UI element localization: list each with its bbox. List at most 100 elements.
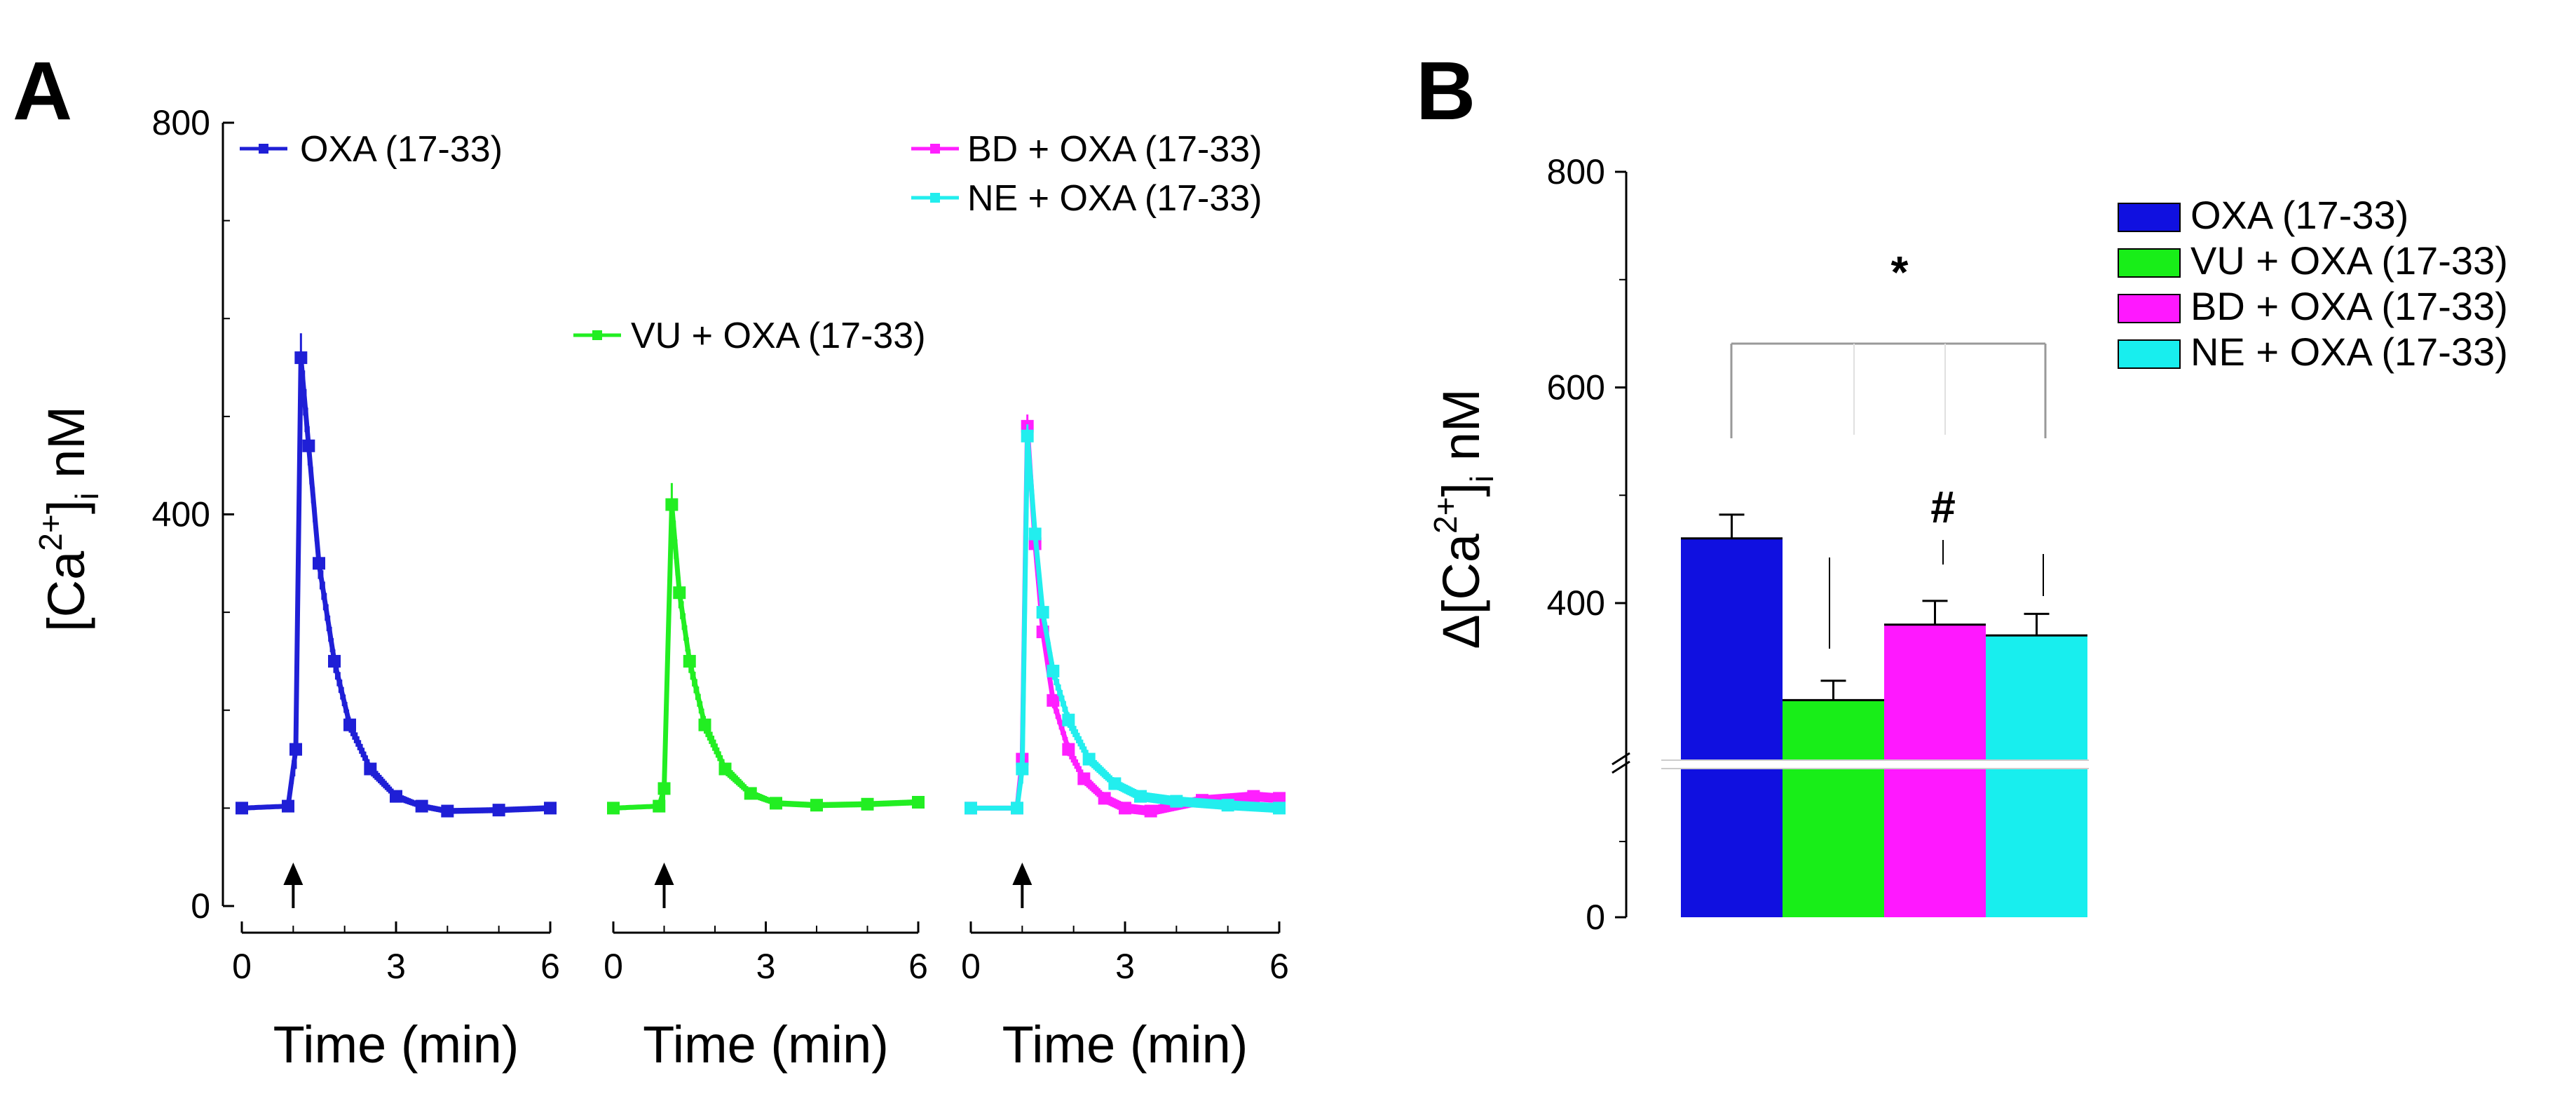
- panel-b-y-ticks: 0 400 600 800: [1547, 152, 1626, 937]
- legend-label: NE + OXA (17-33): [2190, 330, 2508, 374]
- series-point: [1062, 743, 1075, 756]
- panel-a-legend-oxa: OXA (17-33): [240, 129, 503, 170]
- significance-hash: #: [1930, 482, 1956, 532]
- panel-a-legend-vu: VU + OXA (17-33): [573, 316, 926, 356]
- series-point: [1119, 802, 1131, 815]
- panel-a-legend-ne: NE + OXA (17-33): [911, 178, 1262, 219]
- panel-b-significance-bracket: [1730, 342, 2047, 438]
- series-line: [612, 502, 920, 811]
- legend-marker-oxa: [259, 144, 268, 154]
- series-point: [657, 782, 671, 795]
- series-line: [240, 355, 552, 814]
- series-point: [861, 797, 874, 811]
- series-point: [718, 762, 732, 776]
- b-y-tick-label: 400: [1547, 583, 1605, 623]
- series-point: [1021, 429, 1034, 442]
- series-point: [1047, 694, 1060, 707]
- panel-a-subplot-vu: 0 3 6 Time (min): [604, 482, 928, 1074]
- a-x-tick-label: 3: [756, 947, 776, 986]
- a-y-tick-label: 400: [152, 495, 210, 534]
- legend-label-vu: VU + OXA (17-33): [631, 316, 926, 356]
- legend-label-oxa: OXA (17-33): [300, 129, 503, 170]
- series-point: [294, 351, 308, 365]
- series-point: [1221, 799, 1234, 812]
- series-point: [1134, 790, 1147, 803]
- a-y-tick-label: 800: [152, 103, 210, 142]
- a-x-tick-label: 6: [540, 947, 560, 986]
- legend-swatch: [2118, 248, 2181, 278]
- series-point: [653, 799, 666, 813]
- legend-label: BD + OXA (17-33): [2190, 284, 2508, 328]
- a-x-title: Time (min): [643, 1015, 889, 1074]
- series-point: [698, 718, 711, 731]
- series-point: [328, 654, 341, 668]
- series-point: [1036, 606, 1049, 619]
- legend-swatch: [2118, 294, 2181, 323]
- bar: [1783, 700, 1884, 917]
- series-point: [744, 787, 757, 800]
- series-point: [1077, 772, 1091, 785]
- legend-label-bd: BD + OXA (17-33): [967, 129, 1262, 170]
- series-error-bars: [1017, 414, 1281, 816]
- legend-marker-ne: [930, 193, 940, 203]
- series-point: [912, 795, 925, 809]
- series-point: [441, 804, 454, 818]
- series-point: [282, 799, 294, 813]
- series-line: [969, 433, 1281, 811]
- series-point: [1098, 792, 1111, 805]
- panel-a-legend-bd: BD + OXA (17-33): [911, 129, 1262, 170]
- panel-b-label: B: [1416, 45, 1476, 137]
- series-point: [1047, 664, 1060, 677]
- series-point: [1170, 795, 1183, 808]
- series-point: [665, 498, 679, 511]
- legend-label: OXA (17-33): [2190, 193, 2408, 237]
- series-point: [1011, 802, 1023, 815]
- stimulus-arrow-head: [654, 863, 674, 885]
- series-point: [415, 799, 428, 813]
- a-x-tick-label: 0: [961, 947, 981, 986]
- a-x-tick-label: 6: [908, 947, 928, 986]
- series-point: [1062, 713, 1075, 727]
- b-y-tick-label: 0: [1586, 898, 1605, 937]
- a-x-title: Time (min): [273, 1015, 519, 1074]
- b-y-tick-label: 800: [1547, 152, 1605, 191]
- series-point: [1273, 792, 1286, 805]
- panel-a-subplot-bd-ne: 0 3 6 Time (min): [961, 414, 1289, 1074]
- series-point: [607, 802, 620, 815]
- series-point: [1082, 752, 1096, 766]
- panel-b-y-title: Δ[Ca2+]i nM: [1427, 388, 1500, 649]
- legend-marker-vu: [592, 330, 602, 340]
- series-point: [965, 802, 977, 815]
- series-point: [673, 586, 686, 600]
- panel-b-axis-break: [1611, 752, 2089, 774]
- panel-a-subplot-oxa: 0 3 6 Time (min): [232, 333, 560, 1074]
- series-point: [1144, 804, 1157, 818]
- stimulus-arrow-head: [1012, 863, 1033, 885]
- panel-b-bars: [1681, 513, 2087, 917]
- legend-label-ne: NE + OXA (17-33): [967, 178, 1262, 219]
- a-x-tick-label: 3: [1115, 947, 1135, 986]
- panel-a-y-title: [Ca2+]i nM: [32, 406, 105, 632]
- bar: [1986, 635, 2087, 917]
- legend-label: VU + OXA (17-33): [2190, 238, 2508, 283]
- series-point: [313, 557, 325, 570]
- series-point: [236, 802, 248, 815]
- a-x-tick-label: 3: [386, 947, 406, 986]
- a-y-tick-label: 0: [191, 886, 210, 926]
- series-point: [302, 439, 315, 452]
- series-error-bars: [660, 482, 920, 809]
- bar: [1681, 538, 1783, 917]
- a-x-tick-label: 6: [1269, 947, 1289, 986]
- a-x-tick-label: 0: [232, 947, 252, 986]
- series-point: [770, 797, 782, 810]
- panel-a-label: A: [13, 45, 72, 137]
- series-point: [1247, 790, 1260, 803]
- series-error-bars: [288, 333, 552, 814]
- stimulus-arrow-head: [283, 863, 304, 885]
- panel-a-chart: 0 400 800 [Ca2+]i nM 0 3 6 Time (min) 0 3 6 Time…: [32, 103, 1289, 1074]
- series-point: [343, 718, 356, 731]
- legend-swatch: [2118, 339, 2181, 369]
- series-error-bars: [1017, 424, 1281, 813]
